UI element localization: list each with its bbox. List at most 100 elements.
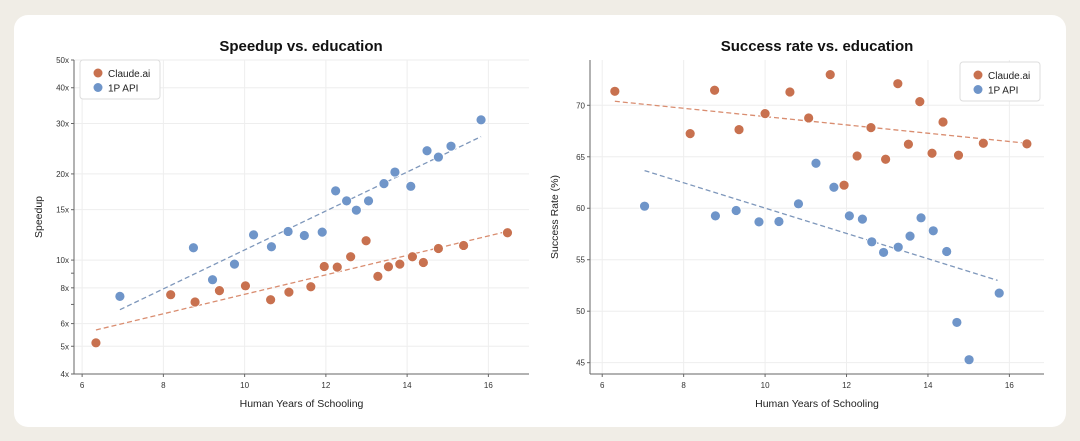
data-point-api: [927, 225, 939, 237]
data-point-claude: [407, 251, 418, 263]
x-tick-label: 8: [161, 381, 166, 390]
data-point-api: [904, 230, 916, 242]
chart-title: Speedup vs. education: [219, 38, 382, 55]
y-tick-label: 30x: [56, 120, 69, 129]
y-tick-label: 60: [576, 204, 585, 213]
legend-marker-api: [973, 85, 983, 94]
data-point-claude: [433, 243, 444, 254]
data-point-claude: [240, 280, 251, 292]
data-point-claude: [214, 285, 225, 297]
data-point-claude: [684, 128, 696, 140]
data-point-api: [298, 230, 310, 241]
data-point-api: [282, 226, 294, 237]
legend-marker-api: [93, 83, 103, 92]
data-point-api: [316, 226, 328, 238]
data-point-claude: [265, 294, 277, 306]
data-point-claude: [283, 286, 295, 298]
data-point-claude: [165, 289, 177, 301]
data-point-claude: [892, 78, 904, 90]
x-tick-label: 12: [842, 381, 851, 390]
y-axis-label: Speedup: [33, 196, 45, 238]
data-point-claude: [345, 251, 357, 263]
data-point-api: [810, 157, 822, 169]
chart-title: Success rate vs. education: [721, 38, 914, 55]
x-tick-label: 16: [484, 381, 493, 390]
legend-label: 1P API: [988, 86, 1018, 97]
x-tick-label: 16: [1005, 381, 1014, 390]
data-point-claude: [709, 84, 720, 96]
trend-line-claude: [95, 230, 508, 331]
y-tick-label: 50: [576, 307, 585, 316]
data-point-claude: [189, 296, 201, 308]
y-tick-label: 10x: [56, 256, 69, 265]
y-tick-label: 8x: [61, 284, 69, 293]
trend-line-api: [119, 136, 482, 311]
data-point-api: [363, 195, 374, 207]
data-point-claude: [733, 124, 745, 135]
y-tick-label: 50x: [56, 56, 69, 65]
data-point-claude: [394, 258, 406, 270]
trend-line-claude: [614, 100, 1027, 144]
data-point-claude: [784, 86, 796, 98]
data-point-claude: [803, 112, 815, 124]
data-point-api: [892, 241, 904, 253]
x-tick-label: 12: [321, 381, 330, 390]
data-point-api: [753, 216, 765, 228]
x-axis-label: Human Years of Schooling: [240, 398, 364, 410]
data-point-claude: [458, 240, 469, 251]
data-point-claude: [824, 69, 836, 81]
data-point-api: [445, 140, 457, 152]
data-point-api: [878, 247, 889, 258]
x-tick-label: 6: [600, 381, 605, 390]
y-tick-label: 5x: [61, 342, 69, 351]
data-point-api: [793, 198, 804, 210]
data-point-api: [951, 317, 963, 328]
x-axis-label: Human Years of Schooling: [755, 398, 879, 410]
legend-label: Claude.ai: [988, 71, 1030, 82]
data-point-claude: [331, 261, 343, 273]
x-tick-label: 8: [681, 381, 686, 390]
data-point-api: [341, 195, 352, 207]
data-point-api: [389, 166, 401, 178]
legend-marker-claude: [973, 70, 983, 80]
data-point-claude: [360, 235, 372, 247]
data-point-claude: [318, 261, 330, 272]
data-point-api: [421, 145, 433, 157]
data-point-claude: [417, 257, 429, 268]
data-point-claude: [880, 153, 892, 165]
legend-marker-claude: [93, 68, 103, 78]
data-point-claude: [865, 122, 877, 134]
data-point-claude: [903, 138, 914, 150]
y-axis-label: Success Rate (%): [549, 175, 561, 259]
chart-1: 6 8 10 12 14 16 4x 5x 6x 8x 10x 15x 20x 30x 40x 50x Spee…: [33, 38, 529, 410]
y-tick-label: 70: [576, 101, 585, 110]
data-point-api: [710, 210, 721, 222]
y-tick-label: 20x: [56, 170, 69, 179]
y-tick-label: 45: [576, 359, 585, 368]
x-tick-label: 10: [240, 381, 249, 390]
data-point-api: [330, 185, 342, 197]
data-point-api: [229, 258, 240, 270]
data-point-api: [866, 236, 878, 248]
data-point-api: [828, 181, 840, 193]
x-tick-label: 6: [80, 381, 85, 390]
data-point-api: [433, 151, 444, 163]
legend-label: 1P API: [108, 84, 138, 95]
data-point-claude: [305, 281, 317, 293]
chart-2: 6 8 10 12 14 16 45 50 55 60 65 70 Success rate vs. e…: [549, 38, 1044, 410]
data-point-api: [773, 216, 785, 227]
y-tick-label: 4x: [61, 370, 69, 379]
data-point-api: [188, 242, 199, 254]
x-tick-label: 14: [924, 381, 933, 390]
x-tick-label: 14: [403, 381, 412, 390]
legend-label: Claude.ai: [108, 69, 150, 80]
y-tick-label: 40x: [56, 84, 69, 93]
data-point-api: [639, 200, 650, 212]
y-tick-label: 55: [576, 256, 585, 265]
x-tick-label: 10: [761, 381, 770, 390]
data-point-api: [993, 287, 1005, 299]
data-point-claude: [759, 108, 771, 120]
data-point-api: [843, 210, 855, 222]
data-point-api: [350, 204, 362, 216]
